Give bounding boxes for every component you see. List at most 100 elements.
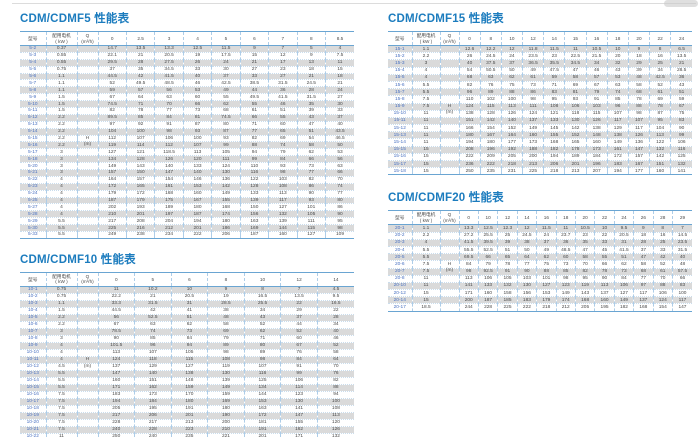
head-value-cell: 166 [458, 124, 481, 132]
power-cell: 1.1 [411, 44, 440, 53]
power-cell: 0.55 [45, 51, 77, 60]
head-value-cell: 182 [613, 303, 634, 312]
head-value-cell: 91 [154, 120, 184, 129]
head-value-cell: 109 [325, 231, 354, 239]
head-value-cell: 50 [325, 141, 354, 149]
head-value-cell: 40 [671, 253, 692, 261]
head-value-cell: 159 [207, 390, 245, 399]
head-value-cell: 113 [268, 189, 298, 198]
head-value-cell: 124 [522, 109, 544, 118]
q-spacer-cell [439, 44, 459, 53]
q-spacer-cell [76, 65, 98, 74]
head-value-cell: 187 [477, 296, 498, 304]
head-value-cell: 98 [522, 95, 544, 103]
head-value-cell: 23 [574, 231, 595, 240]
head-value-cell: 195 [134, 404, 172, 413]
head-value-cell: 185 [497, 296, 518, 304]
head-value-cell: 106 [280, 376, 318, 385]
page-top-rule [12, 3, 696, 4]
head-value-cell: 125 [670, 152, 692, 161]
model-column-header: 型号 [388, 210, 412, 226]
head-value-cell: 32 [606, 59, 629, 68]
head-value-cell: 218 [536, 303, 557, 312]
power-cell: 7.5 [45, 425, 77, 434]
head-value-cell: 84 [458, 260, 479, 268]
head-value-cell: 9 [207, 285, 245, 294]
head-value-cell: 36.5 [522, 59, 544, 68]
head-value-cell: 173 [522, 138, 544, 147]
head-value-cell: 169 [207, 397, 245, 406]
head-value-cell: 63 [606, 80, 629, 89]
head-value-cell: 141 [670, 167, 692, 175]
head-value-cell: 96 [134, 341, 172, 350]
table-row: 5-28 4 210 201 197 187 174 156 132 105 90 [20, 210, 354, 218]
head-value-cell: 154 [652, 303, 673, 312]
q-spacer-cell [76, 134, 98, 142]
table-row: 10-4 1.5 44.5 42 41 38 34 29 22 [20, 306, 354, 315]
model-cell: 5-15 [20, 134, 46, 142]
head-value-cell: 77 [239, 127, 269, 136]
q-spacer-cell [76, 169, 98, 177]
head-value-cell: 205 [97, 404, 135, 413]
q-spacer-cell [76, 306, 98, 315]
power-cell: 15 [411, 296, 440, 304]
head-value-cell: 99 [239, 155, 269, 163]
table-row: 5-20 3 149 143 140 133 124 110 93 73 63 [20, 162, 354, 170]
table-row: 5-27 4 202 193 189 180 168 150 127 101 86 [20, 203, 354, 211]
model-cell: 10-22 [20, 432, 46, 437]
model-cell: 10-14 [20, 376, 46, 385]
q-value-header: 18 [555, 210, 576, 226]
table-row: 15-9 7.5 124 115 113 111 108 106 103 96 88 78 67 [388, 102, 692, 111]
q-spacer-cell [76, 231, 98, 239]
model-cell: 5-30 [20, 224, 46, 232]
head-value-cell: 23.7 [555, 231, 576, 240]
head-value-cell: 77 [516, 260, 537, 268]
head-value-cell: 127 [536, 281, 557, 290]
head-value-cell: 52 [649, 80, 671, 89]
power-cell: 0.55 [45, 58, 77, 67]
q-spacer-cell [439, 245, 459, 254]
head-value-cell: 210 [97, 210, 127, 218]
power-cell: 1.5 [45, 107, 77, 115]
power-cell: 5.5 [45, 224, 77, 232]
head-value-cell: 75 [536, 260, 557, 268]
head-value-cell: 33 [182, 65, 212, 74]
q-spacer-cell [439, 95, 459, 103]
head-value-cell: 108 [543, 102, 565, 111]
head-value-cell: 12 [268, 51, 298, 60]
power-cell: 11 [411, 124, 440, 132]
q-value-header: 12 [497, 210, 518, 226]
head-value-cell: 13 [296, 58, 326, 67]
head-value-cell: 89 [479, 88, 502, 96]
head-value-cell: 126 [316, 425, 354, 434]
power-cell: 2.2 [45, 127, 77, 136]
table-row: 5-12 2.2 89.5 85 84 81 74.5 66 55 43 37 [20, 113, 354, 122]
head-value-cell: 68 [211, 107, 241, 115]
head-value-cell: 71 [239, 120, 269, 129]
head-value-cell: 22.2 [97, 292, 135, 301]
power-cell: 4 [411, 66, 440, 75]
power-cell: 3 [411, 59, 440, 68]
head-value-cell: 90 [296, 189, 326, 198]
power-cell: 11 [411, 138, 440, 147]
head-value-cell: 37 [97, 65, 127, 74]
head-value-cell: 43 [606, 66, 629, 75]
head-value-cell: 196 [585, 159, 608, 168]
head-value-cell: 49 [536, 245, 557, 254]
head-value-cell: 35 [125, 65, 155, 74]
head-value-cell: 67 [670, 102, 692, 111]
head-value-cell: 14.5 [671, 231, 692, 240]
model-cell: 10-21 [20, 425, 46, 434]
head-value-cell: 105 [211, 148, 241, 156]
head-value-cell: 46 [585, 66, 608, 75]
power-cell: 2.2 [45, 134, 77, 142]
q-spacer-cell [76, 182, 98, 191]
head-value-cell: 164 [97, 175, 127, 184]
head-value-cell: 136 [627, 138, 650, 147]
power-cell: 2.2 [45, 313, 77, 322]
head-value-cell: 9.5 [613, 224, 634, 233]
head-value-cell: 49.5 [239, 93, 269, 101]
head-value-cell: 178 [564, 145, 587, 154]
head-value-cell: 12.5 [477, 224, 498, 233]
q-spacer-cell [439, 296, 459, 304]
